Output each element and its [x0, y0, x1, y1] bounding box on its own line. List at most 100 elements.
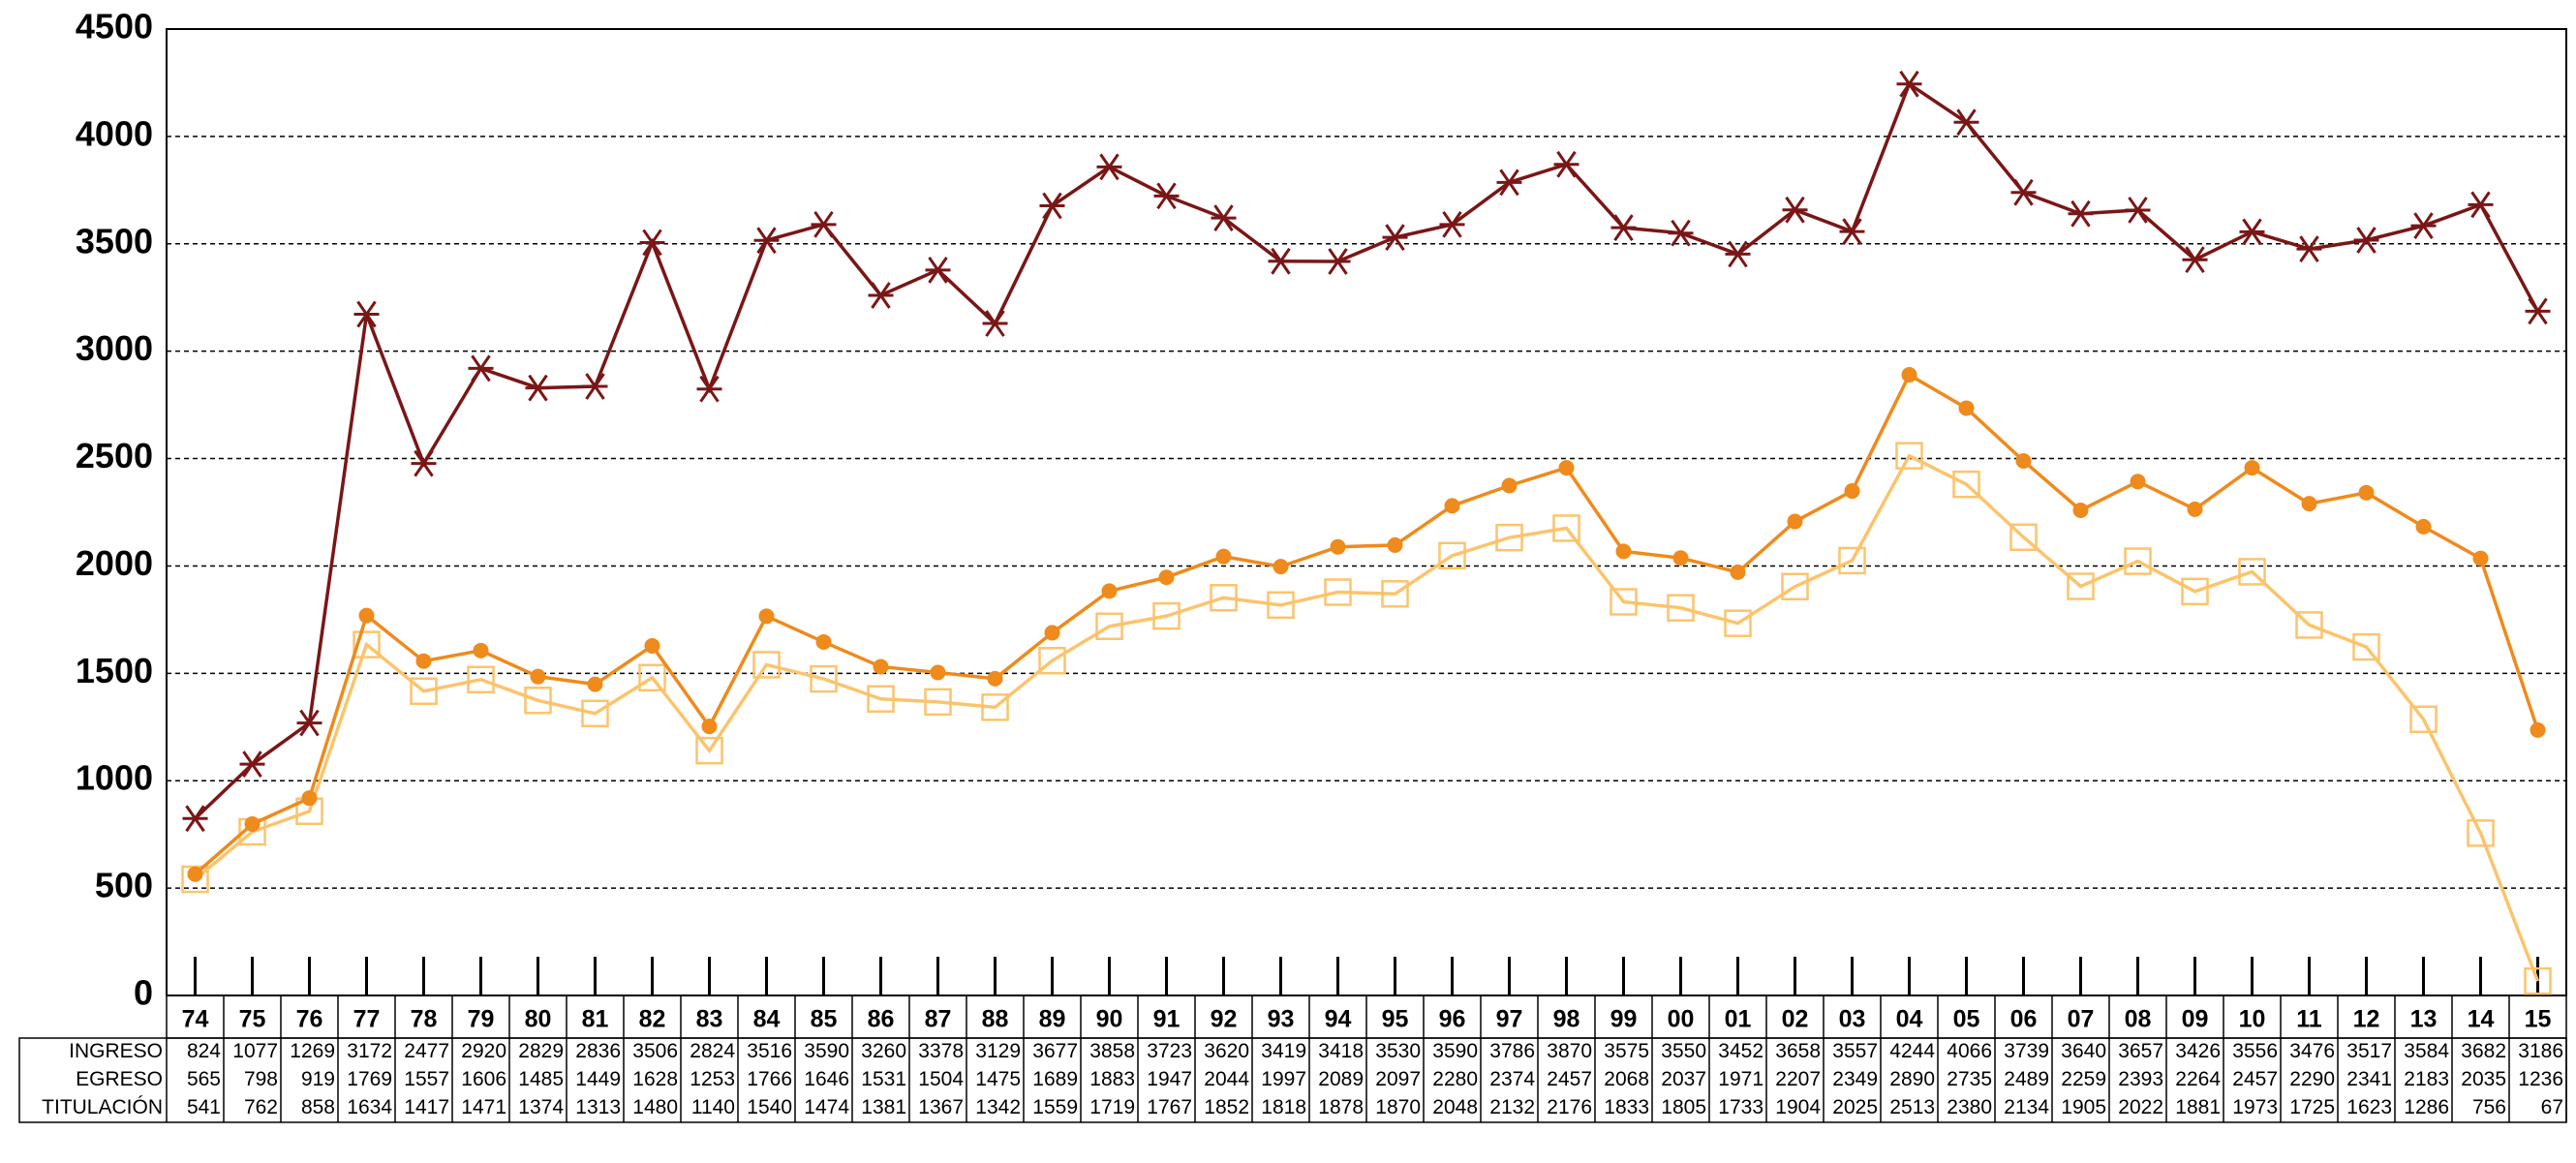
table-cell: 3419 [1261, 1040, 1306, 1062]
marker-circle [2130, 474, 2146, 490]
table-cell: 1485 [518, 1068, 564, 1090]
marker-star [1325, 248, 1351, 275]
marker-star [2239, 218, 2265, 246]
x-tick-label: 85 [811, 1006, 838, 1033]
legend-label: EGRESO [76, 1068, 163, 1090]
marker-square [2009, 523, 2038, 551]
marker-circle [2244, 460, 2260, 476]
x-tick-label: 90 [1096, 1006, 1123, 1033]
marker-star [2068, 199, 2094, 228]
marker-circle [1672, 550, 1689, 566]
marker-square [1552, 514, 1580, 542]
marker-square [581, 699, 609, 728]
y-tick-label: 3000 [76, 328, 153, 368]
table-cell: 1269 [290, 1040, 335, 1062]
table-cell: 2097 [1375, 1068, 1421, 1090]
table-cell: 3590 [1432, 1040, 1478, 1062]
marker-circle [1158, 569, 1175, 586]
marker-circle [1330, 538, 1346, 555]
marker-circle [1101, 583, 1118, 599]
marker-square [1895, 442, 1923, 470]
y-tick-label: 4500 [76, 7, 153, 46]
table-cell: 2132 [1489, 1096, 1535, 1118]
table-cell: 1559 [1032, 1096, 1078, 1118]
x-tick-label: 81 [582, 1006, 609, 1033]
table-cell: 1805 [1661, 1096, 1706, 1118]
table-cell: 3506 [632, 1040, 678, 1062]
marker-circle [530, 668, 546, 685]
table-cell: 1540 [747, 1096, 792, 1118]
marker-square [524, 687, 552, 715]
x-tick-label: 86 [868, 1006, 895, 1033]
marker-circle [473, 642, 489, 658]
marker-star [296, 709, 322, 737]
table-cell: 1475 [975, 1068, 1021, 1090]
marker-star [982, 310, 1008, 337]
marker-square [1095, 612, 1123, 641]
table-cell: 2207 [1775, 1068, 1821, 1090]
y-tick-label: 500 [95, 866, 153, 905]
table-cell: 1480 [632, 1096, 678, 1118]
table-cell: 3590 [804, 1040, 849, 1062]
marker-circle [587, 676, 603, 692]
table-cell: 2264 [2175, 1068, 2221, 1090]
y-tick-label: 3500 [76, 221, 153, 260]
marker-circle [244, 816, 261, 833]
marker-square [1952, 470, 1980, 499]
table-cell: 2489 [2004, 1068, 2049, 1090]
table-cell: 1881 [2175, 1096, 2221, 1118]
marker-circle [1444, 498, 1460, 514]
table-cell: 1342 [975, 1096, 1021, 1118]
x-tick-label: 98 [1553, 1006, 1580, 1033]
x-tick-label: 01 [1725, 1006, 1752, 1033]
x-tick-label: 88 [982, 1006, 1009, 1033]
x-tick-label: 03 [1839, 1006, 1866, 1033]
table-cell: 541 [187, 1096, 221, 1118]
x-tick-label: 76 [296, 1006, 323, 1033]
table-cell: 1374 [518, 1096, 564, 1118]
marker-circle [1501, 477, 1518, 494]
marker-square [1781, 572, 1809, 600]
marker-star [1496, 168, 1522, 197]
marker-star [2410, 212, 2437, 240]
marker-star [753, 227, 780, 255]
table-cell: 3658 [1775, 1040, 1821, 1062]
marker-star [811, 210, 837, 238]
table-cell: 3172 [347, 1040, 392, 1062]
marker-square [1838, 546, 1866, 575]
table-cell: 3260 [861, 1040, 906, 1062]
y-tick-label: 2500 [76, 436, 153, 475]
marker-square [867, 685, 895, 713]
table-cell: 2836 [575, 1040, 621, 1062]
table-cell: 3620 [1204, 1040, 1249, 1062]
marker-circle [1558, 460, 1575, 476]
table-cell: 2824 [690, 1040, 735, 1062]
marker-circle [701, 719, 718, 735]
y-tick-label: 1500 [76, 651, 153, 690]
marker-square [695, 736, 723, 765]
x-tick-label: 04 [1896, 1006, 1923, 1033]
marker-circle [2530, 721, 2546, 738]
marker-circle [815, 633, 832, 650]
table-cell: 1449 [575, 1068, 621, 1090]
table-cell: 1904 [1775, 1096, 1821, 1118]
marker-circle [758, 608, 775, 625]
marker-star [353, 300, 380, 328]
table-cell: 919 [301, 1068, 335, 1090]
table-cell: 3575 [1604, 1040, 1649, 1062]
table-cell: 3786 [1489, 1040, 1535, 1062]
marker-circle [2187, 501, 2203, 517]
table-cell: 756 [2472, 1096, 2506, 1118]
marker-circle [1901, 367, 1917, 383]
marker-square [1381, 580, 1409, 608]
table-cell: 2920 [461, 1040, 506, 1062]
x-tick-label: 11 [2296, 1006, 2322, 1033]
marker-star [411, 449, 437, 477]
table-cell: 1417 [404, 1096, 449, 1118]
table-cell: 3129 [975, 1040, 1021, 1062]
marker-star [1896, 70, 1922, 98]
table-cell: 3452 [1718, 1040, 1763, 1062]
y-tick-label: 2000 [76, 543, 153, 583]
marker-circle [358, 607, 375, 624]
table-cell: 1504 [918, 1068, 964, 1090]
